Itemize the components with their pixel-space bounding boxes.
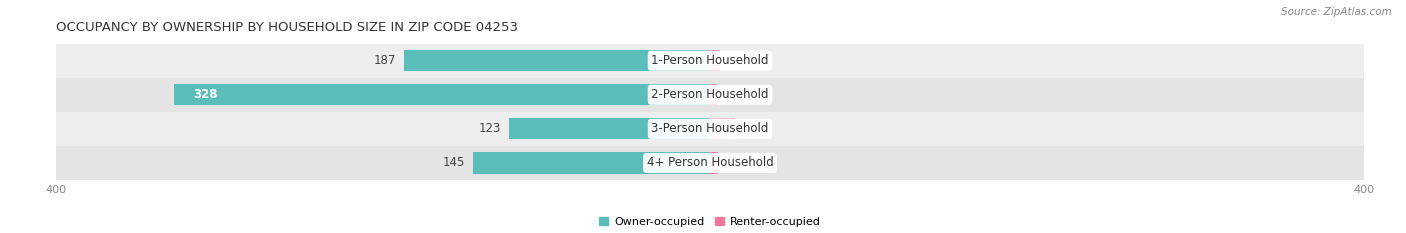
Bar (56, 44, 1364, 78)
Text: 4: 4 (749, 88, 756, 101)
Bar (509, 118, 710, 140)
Bar (56, 78, 1364, 112)
Legend: Owner-occupied, Renter-occupied: Owner-occupied, Renter-occupied (595, 212, 825, 231)
Text: 0: 0 (742, 122, 749, 135)
Bar (405, 50, 710, 71)
Text: OCCUPANCY BY OWNERSHIP BY HOUSEHOLD SIZE IN ZIP CODE 04253: OCCUPANCY BY OWNERSHIP BY HOUSEHOLD SIZE… (56, 21, 519, 34)
Text: 5: 5 (751, 157, 758, 169)
Bar (710, 84, 717, 105)
Bar (174, 84, 710, 105)
Text: 6: 6 (752, 54, 761, 67)
Bar (472, 152, 710, 174)
Text: 328: 328 (194, 88, 218, 101)
Text: 187: 187 (374, 54, 396, 67)
Text: 3-Person Household: 3-Person Household (651, 122, 769, 135)
Bar (710, 152, 718, 174)
Text: 4+ Person Household: 4+ Person Household (647, 157, 773, 169)
Text: 123: 123 (478, 122, 501, 135)
Bar (56, 112, 1364, 146)
Text: 2-Person Household: 2-Person Household (651, 88, 769, 101)
Text: Source: ZipAtlas.com: Source: ZipAtlas.com (1281, 7, 1392, 17)
Text: 1-Person Household: 1-Person Household (651, 54, 769, 67)
Bar (710, 50, 720, 71)
Bar (56, 146, 1364, 180)
Bar (710, 118, 734, 140)
Text: 145: 145 (443, 157, 465, 169)
